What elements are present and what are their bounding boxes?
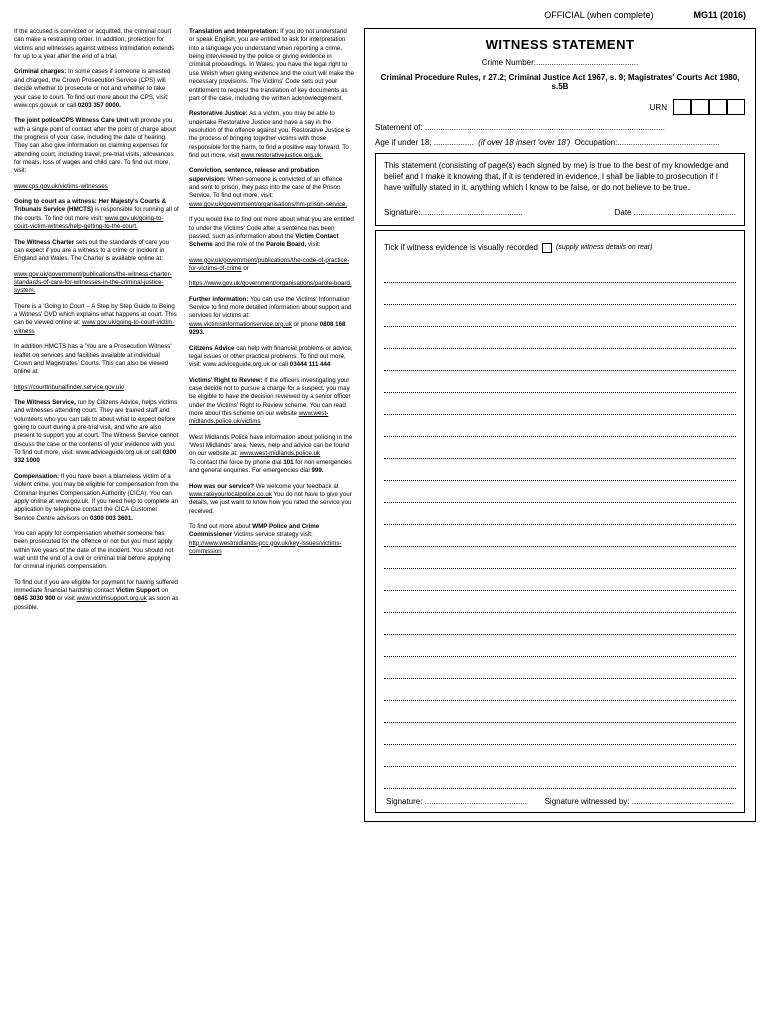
statement-line[interactable] [384,569,736,591]
statement-line[interactable] [384,415,736,437]
column-1: If the accused is convicted or acquitted… [14,28,179,822]
content-box: Tick if witness evidence is visually rec… [375,230,745,813]
c2-p4: If you would like to find out more about… [189,216,354,249]
statement-line[interactable] [384,481,736,503]
c1-p9: Compensation: If you have been a blamele… [14,473,179,523]
c2-p10: To find out more about WMP Police and Cr… [189,523,354,556]
c1-p8: The Witness Service, run by Citizens Adv… [14,399,179,466]
tick-row: Tick if witness evidence is visually rec… [384,243,736,253]
urn-box-3[interactable] [709,99,727,115]
statement-line[interactable] [384,701,736,723]
c2-p7: Victims' Right to Review: If the officer… [189,377,354,427]
statement-line[interactable] [384,393,736,415]
statement-line[interactable] [384,305,736,327]
urn-box-2[interactable] [691,99,709,115]
statement-line[interactable] [384,591,736,613]
c2-p4h: https://www.gov.uk/government/organisati… [189,280,354,288]
statement-line[interactable] [384,657,736,679]
c1-p5: The Witness Charter sets out the standar… [14,239,179,264]
form-title: WITNESS STATEMENT [375,37,745,52]
declaration-text: This statement (consisting of page(s) ea… [384,160,736,194]
c2-p2: Restorative Justice: As a victim, you ma… [189,110,354,160]
statement-line[interactable] [384,349,736,371]
crime-number-row: Crime Number:...........................… [375,58,745,67]
form-box: WITNESS STATEMENT Crime Number:.........… [364,28,756,822]
urn-box-1[interactable] [673,99,691,115]
statement-lines[interactable] [384,261,736,789]
c1-p1: If the accused is convicted or acquitted… [14,28,179,61]
c1-p10: You can apply for compensation whether s… [14,530,179,572]
statement-line[interactable] [384,371,736,393]
header-row: OFFICIAL (when complete) MG11 (2016) [14,10,756,20]
c2-p8: West Midlands Police have information ab… [189,434,354,476]
age-occupation-row: Age if under 18: .................. (if … [375,138,745,147]
c2-p3: Conviction, sentence, release and probat… [189,167,354,209]
c1-p3c: www.cps.gov.uk/victims-witnesses [14,183,179,191]
info-columns: If the accused is convicted or acquitted… [14,28,354,822]
c2-p4f: www.gov.uk/government/publications/the-c… [189,257,354,274]
statement-line[interactable] [384,547,736,569]
statement-line[interactable] [384,261,736,283]
statement-line[interactable] [384,679,736,701]
c1-p7b: https://courttribunalfinder.service.gov.… [14,384,179,392]
visual-recorded-checkbox[interactable] [542,243,552,253]
page: OFFICIAL (when complete) MG11 (2016) If … [0,0,770,1024]
urn-box-4[interactable] [727,99,745,115]
statement-line[interactable] [384,767,736,789]
header-official: OFFICIAL (when complete) [544,10,653,20]
statement-line[interactable] [384,613,736,635]
c1-p4: Going to court as a witness: Her Majesty… [14,198,179,231]
c2-p6: Citizens Advice can help with financial … [189,345,354,370]
statement-line[interactable] [384,723,736,745]
bottom-signature-row: Signature: .............................… [384,797,736,806]
statement-line[interactable] [384,327,736,349]
urn-row: URN [375,99,745,115]
form-area: WITNESS STATEMENT Crime Number:.........… [364,28,756,822]
c2-p5: Further information: You can use the Vic… [189,296,354,338]
statement-line[interactable] [384,635,736,657]
c1-p3: The joint police/CPS Witness Care Unit w… [14,117,179,176]
c1-p5c: www.gov.uk/government/publications/the-w… [14,271,179,296]
rules-row: Criminal Procedure Rules, r 27.2; Crimin… [375,73,745,91]
statement-line[interactable] [384,745,736,767]
declaration-box: This statement (consisting of page(s) ea… [375,153,745,226]
statement-line[interactable] [384,503,736,525]
c1-p2: Criminal charges: In some cases if someo… [14,68,179,110]
statement-line[interactable] [384,459,736,481]
urn-label: URN [650,103,667,112]
statement-line[interactable] [384,525,736,547]
c1-p6: There is a 'Going to Court – A Step by S… [14,303,179,336]
c2-p9: How was our service? We welcome your fee… [189,483,354,516]
urn-boxes [673,99,745,115]
statement-line[interactable] [384,437,736,459]
statement-of-row: Statement of: ..........................… [375,123,745,132]
statement-line[interactable] [384,283,736,305]
header-mg11: MG11 (2016) [693,10,746,20]
c1-p7: In addition HMCTS has a 'You are a Prose… [14,343,179,376]
signature-date-row: Signature:..............................… [384,208,736,217]
c2-p1: Translation and Interpretation: If you d… [189,28,354,103]
c1-p11: To find out if you are eligible for paym… [14,579,179,612]
main-content: If the accused is convicted or acquitted… [14,28,756,822]
column-2: Translation and Interpretation: If you d… [189,28,354,822]
